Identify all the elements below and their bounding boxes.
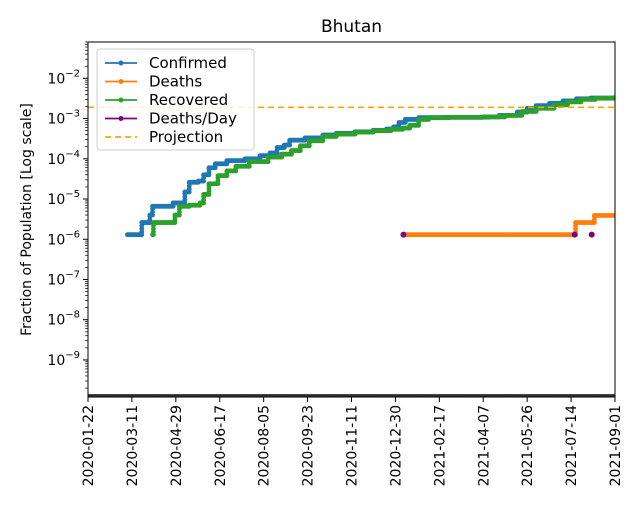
legend: ConfirmedDeathsRecoveredDeaths/DayProjec… (96, 48, 255, 151)
legend-marker (118, 97, 124, 103)
series-deaths-per-day (400, 231, 595, 238)
y-tick-label: 10−9 (47, 350, 80, 369)
x-tick-label: 2020-01-22 (81, 405, 97, 486)
y-tick-label: 10−3 (47, 109, 80, 128)
data-point (588, 231, 595, 238)
x-tick-label: 2021-09-01 (608, 405, 624, 486)
x-tick-label: 2021-05-26 (520, 405, 536, 486)
series-deaths (401, 213, 615, 238)
legend-box (96, 48, 255, 151)
y-tick-label: 10−7 (47, 269, 80, 288)
y-tick-label: 10−4 (47, 149, 80, 168)
data-point (400, 231, 407, 238)
legend-marker (118, 116, 124, 121)
x-tick-label: 2020-08-05 (257, 405, 273, 486)
data-point (571, 231, 578, 238)
series-recovered (150, 95, 615, 238)
legend-label: Projection (149, 128, 223, 146)
legend-marker (118, 79, 124, 84)
legend-entry-confirmed: Confirmed (105, 54, 227, 72)
x-tick-label: 2020-12-30 (388, 405, 404, 486)
x-tick-label: 2020-03-11 (125, 405, 141, 486)
y-tick-label: 10−2 (47, 68, 80, 87)
data-point (612, 213, 615, 218)
zero-value-markers (88, 394, 615, 397)
y-tick-label: 10−8 (47, 310, 80, 329)
legend-label: Deaths (149, 73, 202, 91)
legend-marker (118, 60, 124, 66)
x-tick-label: 2021-07-14 (564, 405, 580, 486)
y-axis-label: Fraction of Population [Log scale] (19, 103, 35, 336)
x-tick-label: 2020-04-29 (169, 405, 185, 486)
x-tick-label: 2020-09-23 (301, 405, 317, 486)
legend-entry-deaths: Deaths (105, 73, 202, 91)
legend-entry-recovered: Recovered (105, 91, 228, 109)
y-tick-label: 10−5 (47, 189, 80, 208)
x-tick-label: 2020-11-11 (345, 405, 361, 486)
x-tick-label: 2021-02-17 (432, 405, 448, 486)
x-tick-label: 2020-06-17 (213, 405, 229, 486)
legend-label: Confirmed (149, 54, 227, 72)
legend-entry-projection: Projection (105, 128, 223, 146)
data-point (612, 95, 615, 101)
x-tick-label: 2021-04-07 (476, 405, 492, 486)
y-tick-label: 10−6 (47, 229, 80, 248)
legend-label: Recovered (149, 91, 228, 109)
legend-entry-deaths-per-day: Deaths/Day (105, 110, 237, 128)
legend-label: Deaths/Day (149, 110, 237, 128)
chart-title: Bhutan (321, 17, 382, 37)
